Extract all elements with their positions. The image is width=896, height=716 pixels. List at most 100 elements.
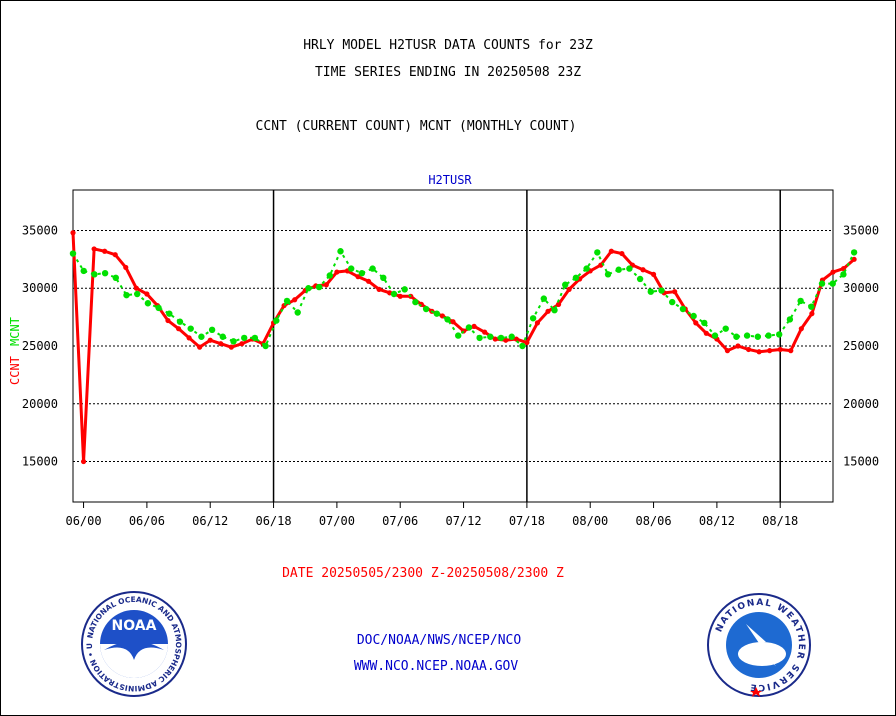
mcnt-point-20 (283, 297, 291, 305)
ccnt-point-27 (355, 274, 361, 280)
mcnt-point-33 (422, 305, 430, 313)
mcnt-point-18 (262, 342, 269, 350)
ccnt-point-24 (323, 282, 329, 288)
mcnt-point-39 (487, 333, 494, 340)
ccnt-point-42 (513, 336, 519, 342)
y-tick-label-left-3: 30000 (22, 281, 58, 295)
mcnt-point-11 (187, 325, 194, 332)
mcnt-point-32 (412, 298, 419, 306)
mcnt-point-31 (401, 286, 408, 293)
mcnt-point-47 (572, 274, 580, 282)
mcnt-point-65 (765, 332, 772, 339)
mcnt-point-72 (840, 271, 847, 278)
footer-link-website[interactable]: WWW.NCO.NCEP.NOAA.GOV (353, 659, 519, 674)
mcnt-point-40 (497, 334, 505, 342)
ccnt-point-28 (365, 278, 372, 284)
x-tick-label-5: 07/06 (382, 514, 418, 528)
ccnt-point-45 (545, 308, 551, 314)
header-legend-description: CCNT (CURRENT COUNT) MCNT (MONTHLY COUNT… (255, 119, 577, 134)
ccnt-point-9 (165, 317, 171, 324)
ccnt-point-25 (334, 269, 340, 275)
x-tick-label-0: 06/00 (65, 514, 101, 528)
ccnt-point-62 (724, 348, 731, 354)
ccnt-point-63 (735, 343, 741, 349)
mcnt-point-34 (433, 310, 441, 317)
ccnt-point-14 (218, 341, 224, 347)
ccnt-point-7 (144, 291, 150, 297)
mcnt-point-66 (776, 331, 783, 338)
noaa-logo: NATIONAL OCEANIC AND ATMOSPHERIC ADMINIS… (80, 590, 187, 697)
ccnt-point-51 (608, 248, 614, 254)
y-tick-label-left-1: 20000 (22, 397, 58, 411)
ccnt-point-68 (788, 348, 794, 354)
mcnt-point-50 (604, 271, 612, 278)
mcnt-point-69 (808, 303, 815, 310)
mcnt-point-37 (465, 324, 473, 331)
x-tick-label-3: 06/18 (255, 514, 291, 528)
mcnt-point-73 (850, 249, 858, 256)
mcnt-point-67 (786, 316, 794, 323)
mcnt-point-7 (144, 300, 152, 307)
y-tick-label-left-0: 15000 (22, 455, 58, 469)
ccnt-point-12 (197, 344, 203, 350)
y-tick-label-left-4: 35000 (22, 223, 58, 237)
chart-title: H2TUSR (428, 173, 472, 187)
mcnt-point-43 (529, 315, 537, 322)
footer-link-doc[interactable]: DOC/NOAA/NWS/NCEP/NCO (356, 633, 522, 648)
mcnt-point-55 (658, 287, 665, 294)
y-tick-label-right-2: 25000 (843, 339, 879, 353)
ccnt-point-21 (292, 297, 298, 303)
y-axis-labels: 15000 15000 20000 20000 25000 25000 30000 30000… (22, 223, 879, 468)
x-tick-label-7: 07/18 (509, 514, 545, 528)
mcnt-point-12 (198, 333, 205, 340)
ccnt-point-46 (555, 301, 562, 307)
ccnt-point-52 (619, 250, 625, 257)
ccnt-point-0 (70, 230, 76, 236)
mcnt-point-26 (348, 265, 355, 272)
mcnt-point-14 (219, 333, 227, 340)
header-subtitle: TIME SERIES ENDING IN 20250508 23Z (314, 65, 582, 80)
mcnt-point-5 (123, 291, 130, 299)
ccnt-point-54 (640, 267, 646, 273)
mcnt-point-22 (305, 285, 312, 292)
x-tick-label-1: 06/06 (129, 514, 165, 528)
mcnt-point-9 (166, 310, 173, 317)
ccnt-point-29 (376, 286, 382, 292)
x-tick-label-6: 07/12 (445, 514, 481, 528)
ccnt-point-10 (175, 326, 182, 332)
mcnt-point-61 (722, 325, 729, 332)
mcnt-point-25 (337, 248, 344, 255)
header-title: HRLY MODEL H2TUSR DATA COUNTS for 23Z (303, 38, 593, 53)
mcnt-point-57 (679, 305, 687, 313)
mcnt-point-44 (540, 295, 548, 302)
ccnt-point-72 (830, 269, 836, 275)
ccnt-point-47 (566, 286, 572, 292)
mcnt-point-53 (636, 275, 644, 283)
mcnt-point-68 (797, 297, 804, 305)
ccnt-point-43 (524, 339, 530, 346)
mcnt-point-27 (358, 270, 366, 277)
mcnt-point-4 (112, 274, 120, 282)
mcnt-point-56 (669, 298, 676, 306)
mcnt-point-64 (754, 333, 762, 340)
mcnt-point-0 (69, 250, 77, 257)
y-tick-label-right-0: 15000 (843, 455, 879, 469)
mcnt-point-54 (647, 288, 655, 295)
ccnt-point-65 (756, 349, 762, 355)
grid-layer (73, 190, 833, 502)
mcnt-point-60 (711, 332, 719, 339)
ccnt-point-6 (133, 285, 139, 291)
mcnt-point-49 (594, 249, 601, 256)
ccnt-point-38 (471, 323, 477, 329)
mcnt-point-38 (476, 334, 483, 342)
ccnt-point-55 (650, 271, 657, 277)
mcnt-point-48 (583, 265, 590, 272)
mcnt-point-36 (455, 332, 462, 339)
ccnt-point-2 (91, 246, 97, 252)
ccnt-point-11 (186, 335, 192, 341)
date-range-label: DATE 20250505/2300 Z-20250508/2300 Z (282, 566, 564, 581)
mcnt-point-51 (615, 266, 622, 273)
ccnt-point-41 (503, 337, 509, 343)
ccnt-point-3 (102, 248, 108, 254)
mcnt-point-19 (273, 317, 280, 324)
